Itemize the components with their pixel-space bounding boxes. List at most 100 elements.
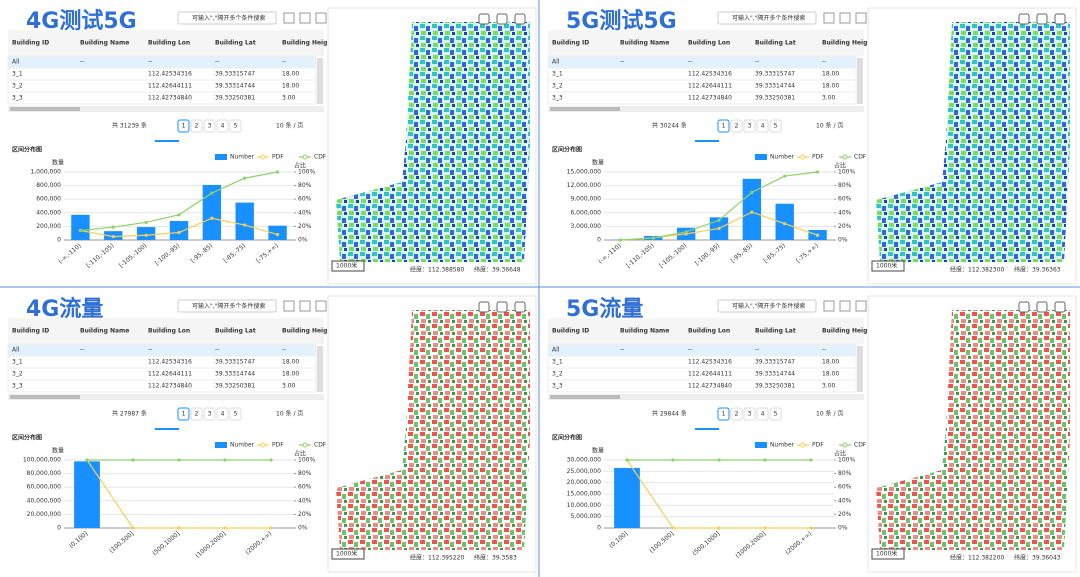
x-tick-label: (1000,2000] xyxy=(194,530,227,559)
cell: 3_3 xyxy=(552,383,563,390)
column-header: Building Lat xyxy=(215,328,256,335)
y2-tick-label: 20% xyxy=(298,223,312,230)
cell: 39.33250381 xyxy=(215,383,255,390)
page-number: 4 xyxy=(221,123,225,130)
map-tool xyxy=(496,301,508,313)
legend-dot xyxy=(842,154,848,160)
page-number: 5 xyxy=(774,411,778,418)
legend-swatch xyxy=(755,442,767,448)
page-button xyxy=(229,119,242,133)
table-row xyxy=(7,343,317,357)
scale-box xyxy=(871,260,905,272)
line-point xyxy=(783,222,787,226)
tool-icon xyxy=(855,12,867,24)
line-point xyxy=(750,190,754,194)
y-tick-label: 15,000,000 xyxy=(567,169,602,176)
tool-icon xyxy=(299,300,311,312)
tool-icon xyxy=(839,300,851,312)
y-tick-label: 0 xyxy=(597,525,601,532)
legend-dot xyxy=(800,154,806,160)
line-point xyxy=(625,458,629,462)
x-tick-label: [-110,-105) xyxy=(85,242,115,269)
tool-icon xyxy=(823,12,835,24)
line-point xyxy=(717,226,721,231)
chart-title: 区间分布图 xyxy=(552,146,582,154)
legend-label: Number xyxy=(230,154,255,161)
search-placeholder: 可输入","隔开多个条件搜索 xyxy=(732,302,805,310)
panel: 可输入","隔开多个条件搜索 Building ID Building Name Bu… xyxy=(7,7,537,285)
legend-dot xyxy=(800,442,806,448)
column-header: Building Height(m) xyxy=(822,40,887,47)
legend-label: Number xyxy=(770,154,795,161)
table-header xyxy=(8,318,324,344)
line-point xyxy=(815,170,820,174)
map-lon: 经度：112.382200 xyxy=(950,554,1004,562)
map-scale: 1000米 xyxy=(336,262,357,270)
cell: -- xyxy=(215,347,219,354)
y-tick-label: 12,000,000 xyxy=(567,182,602,189)
h-scroll-thumb xyxy=(550,395,620,399)
cell: 39.33315747 xyxy=(755,359,795,366)
y-tick-label: 30,000,000 xyxy=(567,457,602,464)
cell: 3.00 xyxy=(282,95,296,102)
line-point xyxy=(210,191,214,195)
line-point xyxy=(111,225,115,229)
bar xyxy=(614,467,640,528)
column-header: Building ID xyxy=(12,40,49,47)
map-lat: 纬度：39.36648 xyxy=(474,266,521,274)
cell: 39.33250381 xyxy=(755,383,795,390)
bar xyxy=(71,214,90,240)
x-tick-label: [-95,-85) xyxy=(730,242,755,264)
line-point xyxy=(223,458,227,462)
panel-title: 5G测试5G xyxy=(566,9,677,34)
map-lat: 纬度：39.36363 xyxy=(1014,266,1061,274)
y-tick-label: 800,000 xyxy=(36,182,61,189)
panel-title: 4G流量 xyxy=(26,296,103,322)
line-point xyxy=(177,458,181,462)
y2-tick-label: 80% xyxy=(838,470,852,477)
y2-tick-label: 80% xyxy=(838,182,852,189)
map-tool xyxy=(478,301,490,313)
y2-tick-label: 40% xyxy=(838,209,852,216)
pagination-total: 共 29844 条 xyxy=(652,410,687,418)
cell: 112.42734840 xyxy=(148,383,192,390)
page-number: 2 xyxy=(735,123,739,130)
cell: -- xyxy=(80,59,84,66)
page-button xyxy=(743,407,756,421)
page-button xyxy=(177,407,190,421)
x-tick-label: [-85,-75) xyxy=(762,242,787,264)
cell: 112.42644111 xyxy=(148,83,192,90)
legend-dot xyxy=(260,442,266,448)
cell: 3_2 xyxy=(552,371,563,378)
page-button xyxy=(769,407,782,421)
page-button xyxy=(756,119,769,133)
map-scale: 1000米 xyxy=(876,550,897,558)
y2-tick-label: 40% xyxy=(298,497,312,504)
cell: 112.42534316 xyxy=(688,71,732,78)
line-point xyxy=(809,458,813,462)
cell: 3_2 xyxy=(12,83,23,90)
cell: 39.33314744 xyxy=(755,83,795,90)
cell: 3_3 xyxy=(12,383,23,390)
legend-label: PDF xyxy=(812,154,824,161)
y-tick-label: 100,000,000 xyxy=(23,457,61,464)
line-point xyxy=(763,526,767,530)
bar xyxy=(742,178,762,240)
x-tick-label: (2000,+∞) xyxy=(244,530,273,556)
x-tick-label: [-100,-95) xyxy=(694,242,721,267)
x-tick-label: (100,500] xyxy=(108,530,135,554)
map-tool xyxy=(1054,13,1066,25)
y2-tick-label: 0% xyxy=(838,525,848,532)
cell: 3_3 xyxy=(552,95,563,102)
line-point xyxy=(684,230,688,234)
legend-swatch xyxy=(755,154,767,160)
cell: -- xyxy=(80,347,84,354)
column-header: Building Lon xyxy=(148,40,190,47)
tab-indicator xyxy=(695,428,719,430)
page-button xyxy=(717,407,730,421)
map-coverage xyxy=(336,310,530,550)
page-button xyxy=(216,407,229,421)
y-axis-label: 数量 xyxy=(52,159,64,167)
column-header: Building Lat xyxy=(755,40,796,47)
cell: -- xyxy=(148,59,152,66)
